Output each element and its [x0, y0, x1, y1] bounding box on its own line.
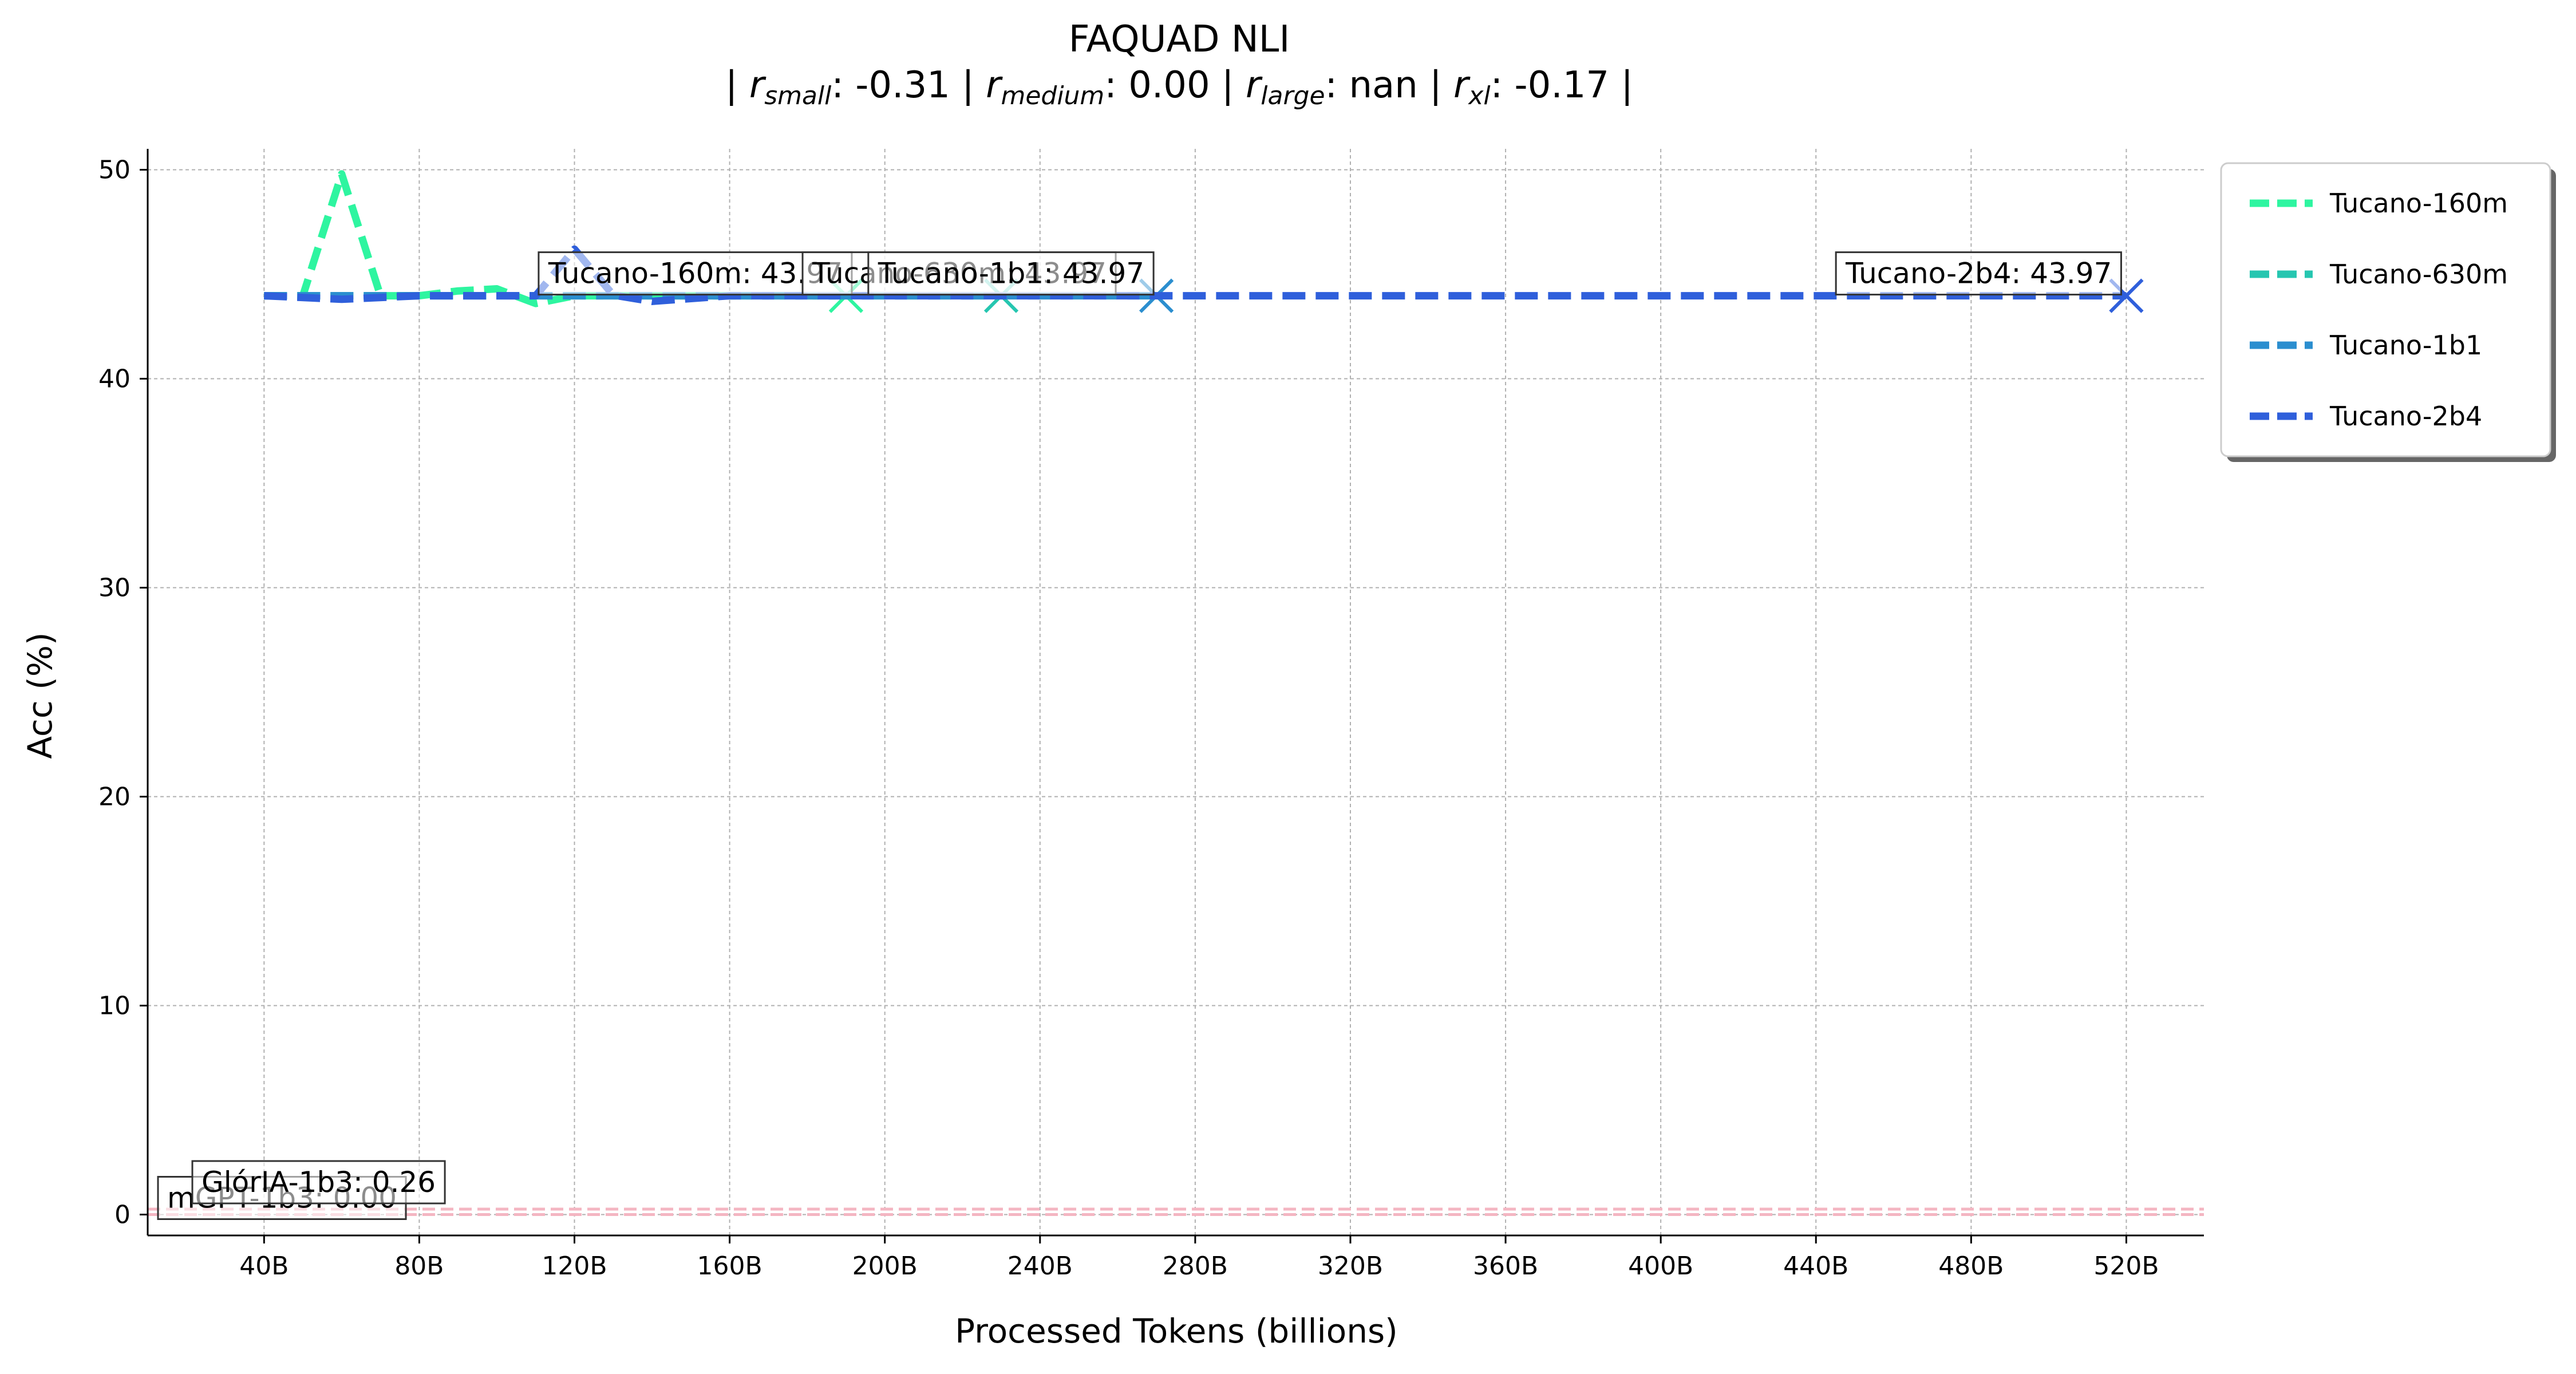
x-tick-label: 320B: [1318, 1251, 1383, 1281]
axes: [147, 149, 2204, 1237]
x-tick-label: 240B: [1008, 1251, 1073, 1281]
x-tick-label: 520B: [2093, 1251, 2159, 1281]
end-label-box: [538, 251, 853, 296]
end-label-box: [1835, 251, 2122, 296]
legend-frame: [2220, 162, 2551, 457]
subtitle-value: : -0.31 |: [831, 64, 986, 106]
subtitle-subscript: small: [764, 81, 832, 110]
baseline-label-box: [191, 1160, 446, 1205]
y-tick-label: 40: [98, 365, 131, 394]
subtitle-symbol: r: [1453, 64, 1471, 106]
legend-item: Tucano-2b4: [2250, 401, 2482, 432]
legend-item: Tucano-160m: [2250, 188, 2508, 219]
x-tick-label: 360B: [1473, 1251, 1538, 1281]
y-tick-label: 0: [114, 1201, 131, 1230]
ticks: 40B 80B 120B 160B 200B 240B 280B 320B 360B 400B 44…: [98, 156, 2159, 1281]
series-layer: [264, 170, 2144, 313]
subtitle-subscript: xl: [1467, 81, 1491, 110]
subtitle-subscript: large: [1261, 81, 1325, 110]
x-tick-label: 400B: [1628, 1251, 1693, 1281]
subtitle-value: : -0.17 |: [1491, 64, 1633, 106]
legend-item: Tucano-1b1: [2250, 330, 2482, 361]
subtitle-sep: |: [725, 64, 749, 106]
subtitle-subscript: medium: [1001, 81, 1104, 110]
baselines: [148, 1207, 2204, 1216]
x-axis-label: Processed Tokens (billions): [955, 1312, 1398, 1351]
end-label: Tucano-2b4: 43.97: [1835, 251, 2122, 296]
x-tick-label: 280B: [1163, 1251, 1228, 1281]
baseline-label: GlórIA-1b3: 0.26: [191, 1160, 446, 1205]
y-tick-label: 50: [98, 156, 131, 185]
subtitle-value: : nan |: [1325, 64, 1454, 106]
subtitle-symbol: r: [1246, 64, 1263, 106]
legend-label: Tucano-2b4: [2329, 401, 2482, 432]
legend-item: Tucano-630m: [2250, 259, 2508, 290]
end-label-text: Tucano-2b4: 43.97: [1845, 257, 2112, 290]
x-tick-label: 80B: [394, 1251, 444, 1281]
subtitle-value: : 0.00 |: [1104, 64, 1246, 106]
end-label-box: [867, 251, 1155, 296]
subtitle-symbol: r: [749, 64, 767, 106]
y-tick-label: 20: [98, 783, 131, 812]
y-axis-label: Acc (%): [21, 632, 60, 759]
baseline-label-text: GlórIA-1b3: 0.26: [202, 1166, 436, 1199]
y-tick-label: 30: [98, 574, 131, 603]
end-label: Tucano-160m: 43.97: [538, 251, 853, 296]
end-label-text: Tucano-160m: 43.97: [548, 257, 843, 290]
x-tick-label: 120B: [542, 1251, 607, 1281]
legend-label: Tucano-630m: [2329, 259, 2508, 290]
x-tick-label: 200B: [852, 1251, 918, 1281]
legend-label: Tucano-1b1: [2329, 330, 2482, 361]
subtitle-symbol: r: [986, 64, 1003, 106]
end-label-text: Tucano-1b1: 43.97: [878, 257, 1144, 290]
x-tick-label: 40B: [239, 1251, 289, 1281]
chart-title: FAQUAD NLI: [1069, 18, 1290, 61]
x-tick-label: 480B: [1938, 1251, 2004, 1281]
legend-label: Tucano-160m: [2329, 188, 2508, 219]
legend: Tucano-160m Tucano-630m Tucano-1b1 Tucano-2…: [2220, 162, 2556, 462]
series-line: [264, 245, 2127, 305]
x-tick-label: 440B: [1783, 1251, 1848, 1281]
y-tick-label: 10: [98, 992, 131, 1021]
end-label: Tucano-1b1: 43.97: [867, 251, 1155, 296]
grid: [148, 149, 2204, 1235]
chart-subtitle: | rsmall: -0.31 | rmedium: 0.00 | rlarge…: [725, 64, 1633, 110]
x-tick-label: 160B: [697, 1251, 762, 1281]
